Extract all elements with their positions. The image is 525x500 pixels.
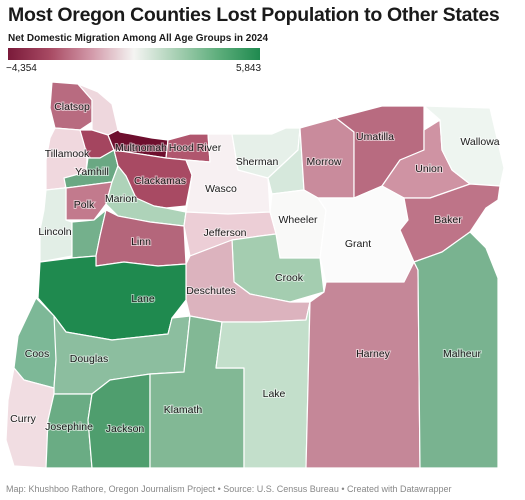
label-tillamook: Tillamook: [45, 148, 90, 160]
map-title: Most Oregon Counties Lost Population to …: [8, 4, 500, 26]
label-klamath: Klamath: [164, 404, 203, 416]
label-union: Union: [415, 163, 443, 175]
label-malheur: Malheur: [443, 348, 481, 360]
label-morrow: Morrow: [306, 156, 341, 168]
label-jackson: Jackson: [106, 423, 145, 435]
label-harney: Harney: [356, 348, 391, 360]
label-wheeler: Wheeler: [278, 214, 318, 226]
label-douglas: Douglas: [70, 353, 109, 365]
label-yamhill: Yamhill: [75, 166, 109, 178]
label-wallowa: Wallowa: [460, 136, 499, 148]
label-clackamas: Clackamas: [134, 175, 186, 187]
label-hood-river: Hood River: [169, 142, 222, 154]
county-baker[interactable]: [399, 183, 501, 263]
county-malheur[interactable]: [413, 231, 499, 469]
source-credit: Map: Khushboo Rathore, Oregon Journalism…: [6, 484, 452, 494]
legend-title: Net Domestic Migration Among All Age Gro…: [8, 33, 269, 44]
label-sherman: Sherman: [236, 156, 279, 168]
label-multnomah: Multnomah: [115, 142, 167, 154]
label-umatilla: Umatilla: [356, 131, 394, 143]
label-polk: Polk: [74, 199, 95, 211]
label-linn: Linn: [131, 236, 151, 248]
legend-color-scale: [8, 48, 260, 60]
label-clatsop: Clatsop: [54, 101, 90, 113]
label-wasco: Wasco: [205, 183, 237, 195]
label-josephine: Josephine: [45, 421, 93, 433]
label-lincoln: Lincoln: [38, 226, 71, 238]
label-deschutes: Deschutes: [186, 285, 236, 297]
label-coos: Coos: [25, 348, 50, 360]
legend-min-label: −4,354: [6, 63, 37, 74]
label-lane: Lane: [131, 293, 155, 305]
label-lake: Lake: [263, 388, 286, 400]
county-marion[interactable]: [105, 165, 187, 227]
label-crook: Crook: [275, 272, 304, 284]
label-grant: Grant: [345, 238, 371, 250]
label-baker: Baker: [434, 214, 462, 226]
county-grant[interactable]: [317, 185, 415, 283]
legend-max-label: 5,843: [236, 63, 262, 74]
oregon-county-map: Clatsop Tillamook Multnomah Hood River Y…: [5, 81, 505, 469]
label-jefferson: Jefferson: [204, 227, 247, 239]
label-marion: Marion: [105, 193, 137, 205]
label-curry: Curry: [10, 413, 36, 425]
county-harney[interactable]: [305, 261, 421, 469]
